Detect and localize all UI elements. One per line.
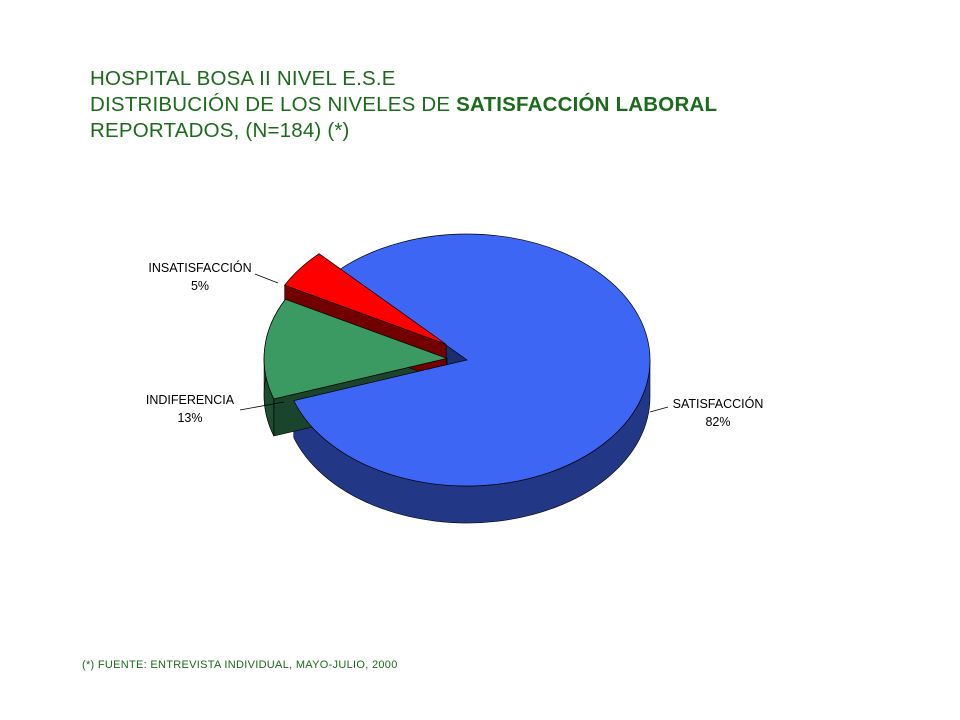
- slice-label-indiferencia: INDIFERENCIA: [146, 393, 235, 407]
- title-line-2-bold: SATISFACCIÓN LABORAL: [456, 93, 718, 116]
- slice-value-satisfaccin: 82%: [705, 415, 730, 429]
- pie-labels: SATISFACCIÓN 82% INDIFERENCIA 13% INSATISFAC…: [146, 260, 763, 429]
- slice-label-satisfaccin: SATISFACCIÓN: [673, 396, 764, 411]
- footnote: (*) FUENTE: ENTREVISTA INDIVIDUAL, MAYO-…: [82, 659, 398, 671]
- title-line-2: DISTRIBUCIÓN DE LOS NIVELES DE SATISFACC…: [90, 92, 717, 118]
- title-line-1: HOSPITAL BOSA II NIVEL E.S.E: [90, 67, 396, 90]
- slice-value-indiferencia: 13%: [177, 411, 202, 425]
- title-line-2-prefix: DISTRIBUCIÓN DE LOS NIVELES DE: [90, 93, 457, 116]
- slice-indiferencia[interactable]: [263, 298, 449, 400]
- chart-title: HOSPITAL BOSA II NIVEL E.S.E DISTRIBUCIÓ…: [90, 66, 717, 144]
- leader-line-indiferencia: [239, 401, 285, 411]
- slice-value-insatisfaccin: 5%: [191, 279, 209, 293]
- slice-insatisfaccin[interactable]: [284, 253, 447, 345]
- pie-tops: [263, 233, 651, 487]
- slice-satisfaccin[interactable]: [293, 233, 651, 487]
- slice-label-insatisfaccin: INSATISFACCIÓN: [148, 260, 251, 275]
- leader-line-satisfaccin: [649, 406, 669, 413]
- leader-line-insatisfaccin: [254, 273, 279, 284]
- title-line-3: REPORTADOS, (N=184) (*): [90, 119, 350, 142]
